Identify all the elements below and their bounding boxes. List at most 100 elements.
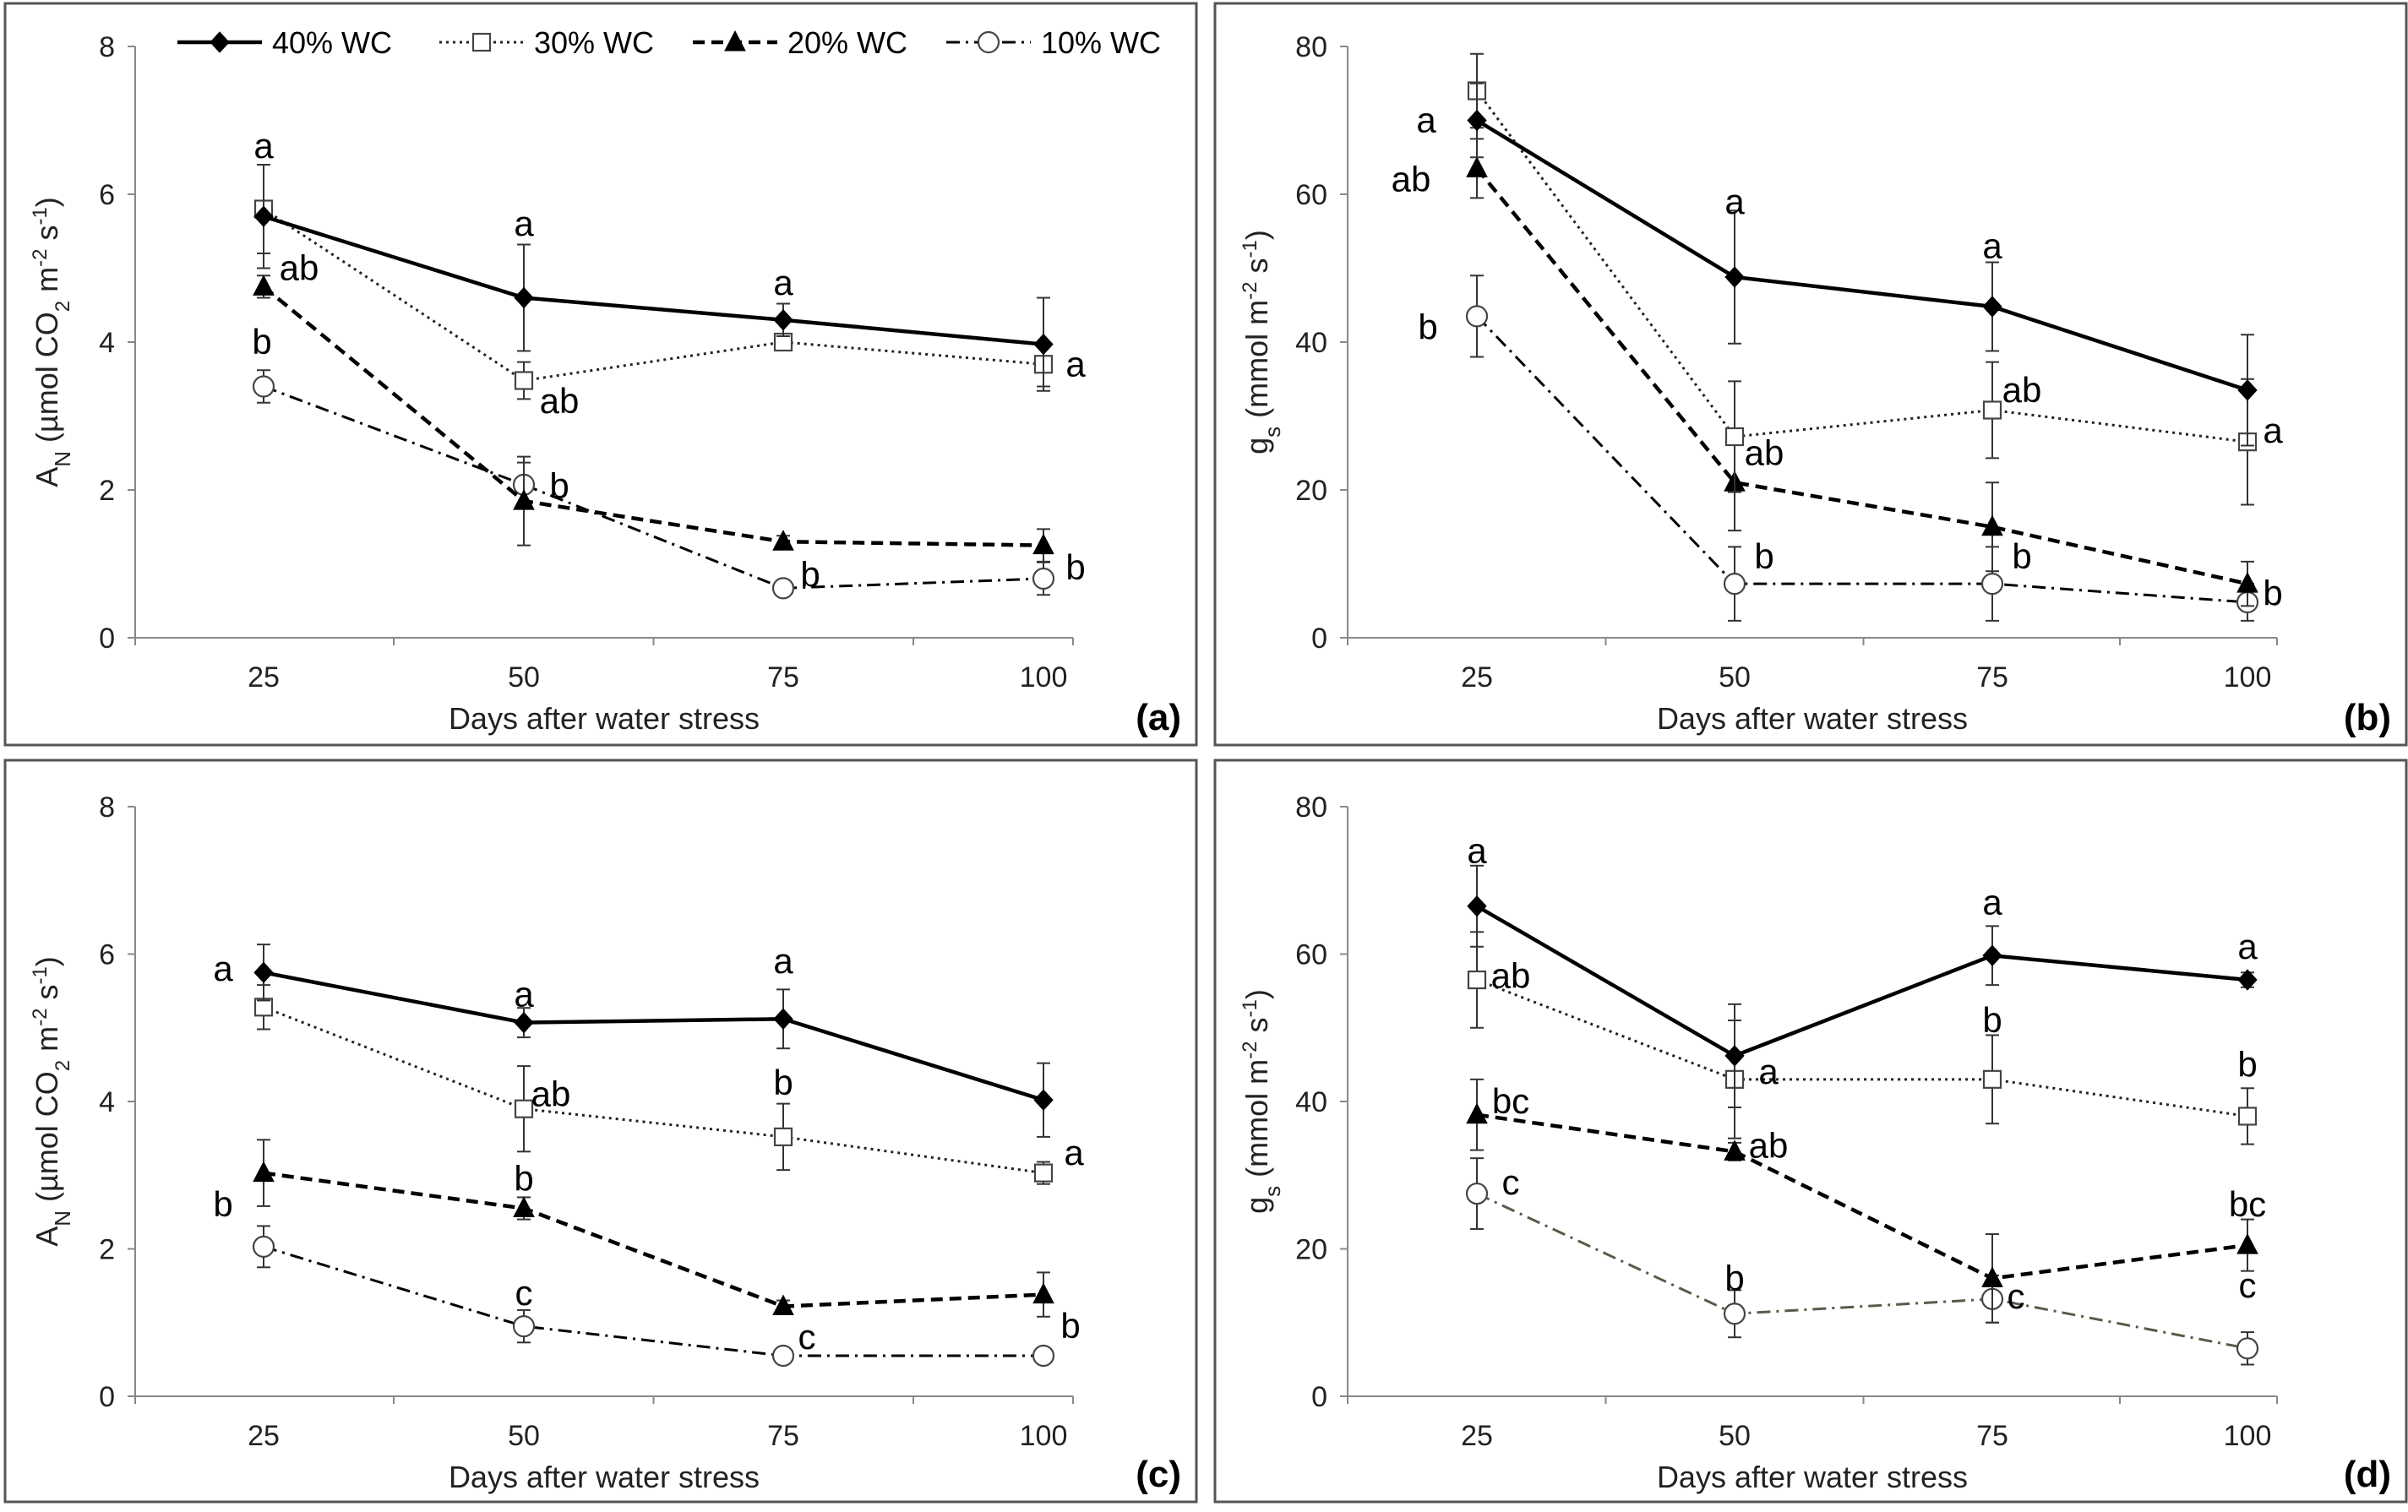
y-title-part: s — [30, 985, 64, 1009]
y-title-subscript: N — [50, 1210, 75, 1226]
data-point — [1980, 573, 2004, 596]
data-point — [252, 375, 275, 398]
x-tick-label: 50 — [1719, 1420, 1751, 1452]
significance-letter: ab — [540, 381, 580, 421]
y-title-part: ) — [1239, 230, 1274, 240]
series-line — [262, 285, 1044, 547]
y-tick-label: 6 — [99, 179, 115, 211]
data-point — [1032, 567, 1055, 590]
significance-letter: c — [1502, 1162, 1520, 1202]
y-title-part: s — [30, 226, 64, 249]
data-point — [514, 286, 534, 309]
y-title-part: -1 — [1239, 240, 1261, 258]
y-title-part: s — [1239, 1017, 1274, 1041]
panel-label: (b) — [2344, 697, 2391, 738]
series-10-wc — [252, 1225, 1055, 1368]
data-point — [1032, 533, 1054, 555]
significance-letter: c — [798, 1317, 816, 1357]
panel-b: 0 20 40 60 80 25 50 75 100 Days after water stres… — [1213, 2, 2408, 747]
x-tick-label: 100 — [2224, 1420, 2272, 1452]
y-axis-title: AN (µmol CO2 m-2 s-1) — [29, 197, 76, 487]
significance-letter: bc — [1492, 1081, 1529, 1121]
y-tick-label: 40 — [1295, 327, 1327, 359]
data-point — [1724, 1045, 1745, 1067]
significance-letter: a — [1982, 882, 2002, 922]
data-point — [1724, 1139, 1746, 1161]
significance-letter: a — [213, 949, 233, 988]
data-point — [253, 275, 275, 296]
significance-letter: b — [2263, 574, 2282, 613]
x-tick-label: 75 — [1976, 661, 2008, 693]
significance-letter: b — [1754, 536, 1773, 576]
series-line — [1475, 90, 2248, 443]
y-tick-label: 4 — [99, 327, 115, 359]
significance-letter: a — [1758, 1052, 1779, 1091]
y-tick-label: 0 — [1311, 623, 1327, 655]
legend-label: 40% WC — [272, 25, 392, 60]
y-title-part: -2 — [29, 249, 52, 267]
x-tick-label: 75 — [1976, 1420, 2008, 1452]
significance-letter: ab — [1491, 956, 1531, 996]
significance-letter: bc — [2229, 1184, 2266, 1224]
significance-letter: ab — [1745, 432, 1784, 472]
series-line — [263, 971, 1044, 1102]
series-line — [263, 1005, 1044, 1175]
x-axis-title: Days after water stress — [449, 701, 760, 736]
panel-label: (d) — [2344, 1454, 2391, 1495]
series-line — [1476, 1192, 2248, 1350]
significance-letter: a — [773, 941, 793, 981]
significance-letter: b — [252, 322, 271, 362]
legend-marker — [724, 30, 746, 52]
y-title-subscript: s — [1260, 1186, 1285, 1197]
legend-item-40-wc: 40% WC — [177, 25, 392, 60]
panel-frame — [3, 2, 1198, 747]
series-40-wc — [1467, 864, 2258, 1108]
data-point — [514, 1011, 534, 1034]
y-title-subscript: N — [50, 451, 75, 467]
y-tick-label: 20 — [1295, 1234, 1327, 1266]
data-point — [1033, 333, 1054, 356]
y-tick-label: 80 — [1295, 791, 1327, 824]
data-point — [1466, 156, 1488, 177]
data-point — [1032, 1282, 1054, 1304]
legend: 40% WC 30% WC 20% WC 10% WC — [177, 25, 1161, 60]
significance-letter: a — [1982, 226, 2002, 265]
legend-marker — [977, 30, 1000, 54]
legend-item-20-wc: 20% WC — [693, 25, 907, 60]
x-axis-title: Days after water stress — [1657, 701, 1968, 736]
x-tick-label: 50 — [1719, 661, 1751, 693]
data-point — [772, 530, 794, 551]
significance-letter: ab — [531, 1074, 571, 1113]
series-line — [1476, 1112, 2248, 1281]
x-tick-label: 25 — [1461, 661, 1493, 693]
data-point — [514, 371, 534, 390]
series-line — [1475, 118, 2248, 393]
x-tick-label: 25 — [248, 661, 280, 693]
y-title-main: A — [30, 467, 64, 487]
data-point — [1467, 109, 1487, 132]
series-line — [1476, 978, 2248, 1118]
data-point — [513, 489, 535, 510]
data-point — [1982, 296, 2002, 318]
data-point — [773, 1127, 793, 1146]
data-point — [773, 1008, 793, 1031]
y-axis-title: gs (mmol m-2 s-1) — [1239, 989, 1286, 1214]
significance-letter: a — [253, 126, 274, 166]
y-title-part: ) — [30, 956, 64, 966]
y-title-part: -2 — [1239, 1042, 1261, 1059]
significance-letter: c — [2008, 1276, 2025, 1316]
y-tick-label: 0 — [1311, 1381, 1327, 1413]
series-20-wc — [253, 1139, 1054, 1318]
data-point — [514, 1099, 534, 1118]
panel-frame — [1213, 759, 2408, 1504]
data-point — [1981, 1266, 2003, 1287]
x-tick-label: 75 — [767, 1420, 799, 1452]
x-tick-label: 50 — [508, 661, 540, 693]
y-tick-label: 60 — [1295, 939, 1327, 971]
y-tick-label: 20 — [1295, 475, 1327, 507]
significance-letter: b — [514, 1159, 533, 1199]
data-point — [2236, 572, 2258, 593]
significance-letter: a — [1065, 344, 1086, 383]
